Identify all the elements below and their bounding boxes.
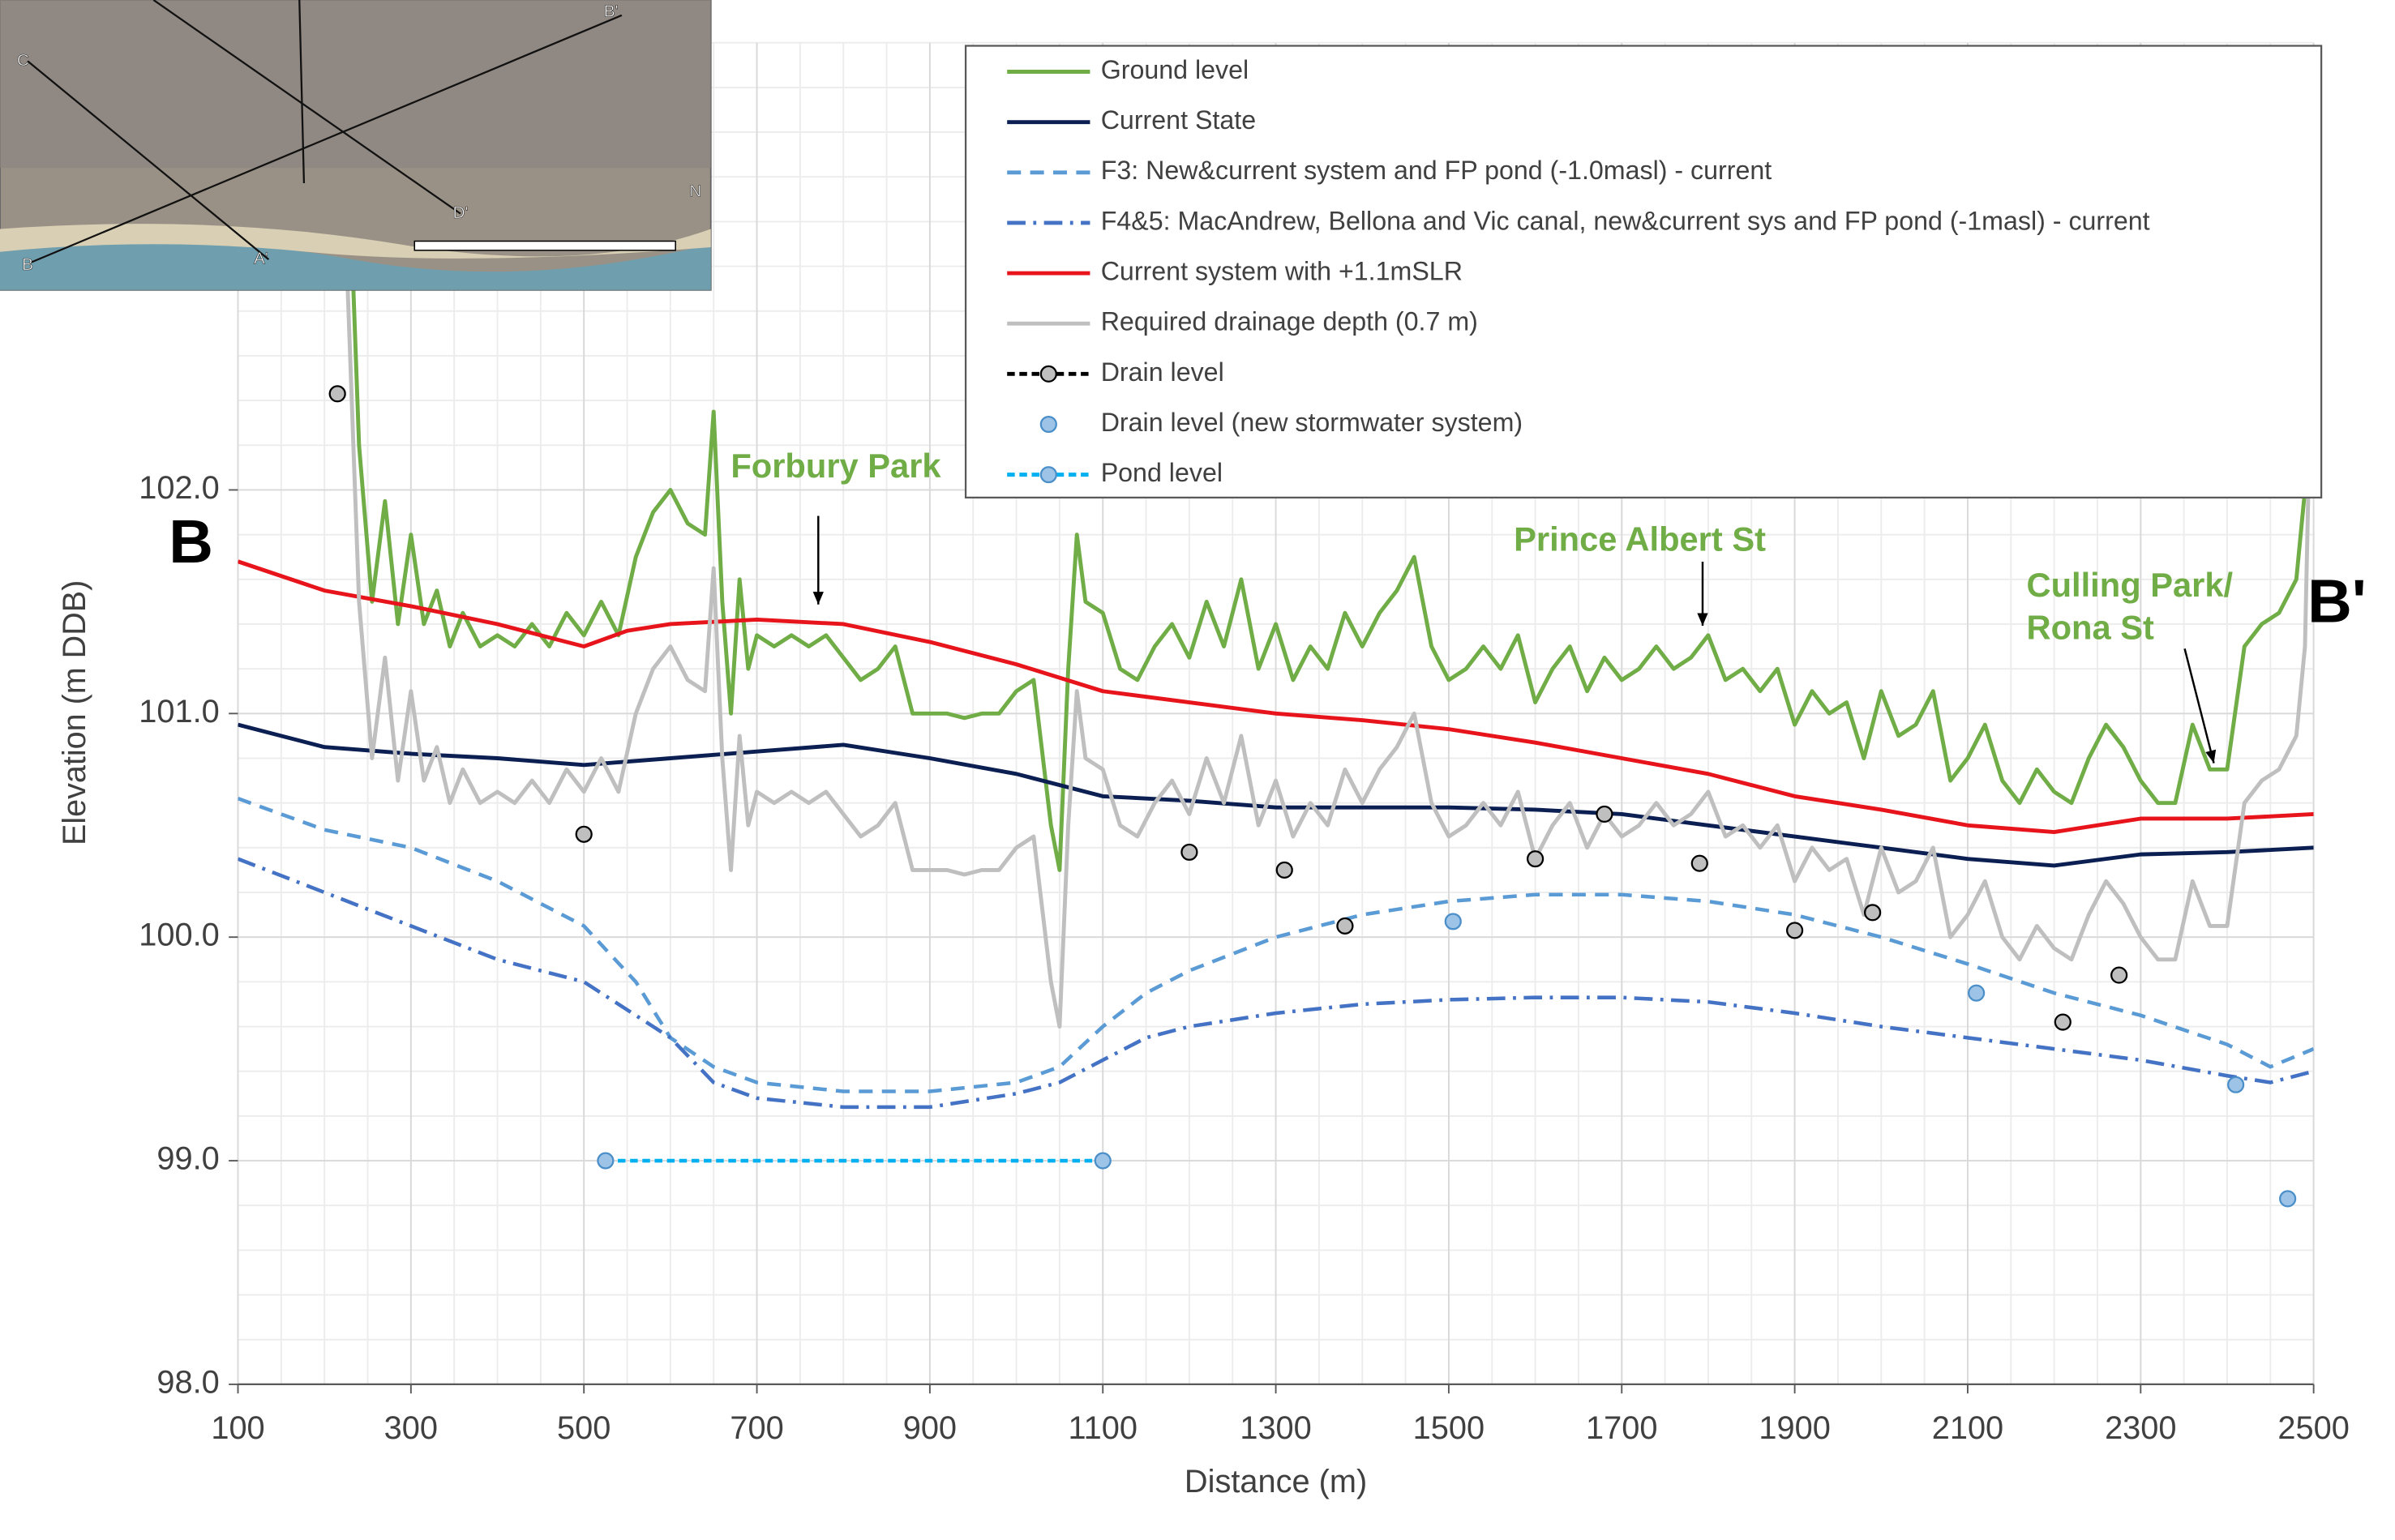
annotation: Forbury Park — [730, 447, 941, 485]
data-point — [1181, 845, 1197, 860]
legend-label: Current system with +1.1mSLR — [1101, 257, 1463, 286]
legend-label: Ground level — [1101, 55, 1249, 84]
data-point — [1095, 1153, 1111, 1169]
legend: Ground level Current State F3: New&current… — [966, 45, 2321, 497]
y-tick-label: 102.0 — [139, 470, 219, 506]
x-tick-label: 2100 — [1932, 1410, 2003, 1446]
y-axis-title: Elevation (m DDB) — [57, 580, 92, 845]
data-point — [1596, 806, 1612, 822]
map-urban — [0, 0, 711, 168]
annotation: B' — [2307, 568, 2367, 636]
x-tick-label: 1300 — [1240, 1410, 1311, 1446]
data-point — [576, 827, 592, 842]
x-tick-label: 1500 — [1413, 1410, 1485, 1446]
map-label: B' — [604, 2, 619, 21]
data-point — [2111, 968, 2127, 983]
data-point — [1446, 913, 1461, 929]
x-tick-label: 2300 — [2105, 1410, 2176, 1446]
annotation: Culling Park/ — [2027, 566, 2234, 604]
annotation: B — [169, 508, 213, 576]
legend-swatch — [1041, 417, 1056, 432]
map-scale-bar — [414, 242, 675, 250]
data-point — [2280, 1191, 2295, 1207]
x-tick-label: 1900 — [1759, 1410, 1830, 1446]
annotation: Prince Albert St — [1514, 520, 1766, 558]
legend-swatch — [1041, 467, 1056, 482]
legend-label: F4&5: MacAndrew, Bellona and Vic canal, … — [1101, 206, 2150, 235]
data-point — [330, 386, 345, 401]
legend-label: Drain level (new stormwater system) — [1101, 408, 1523, 437]
map-label: D' — [453, 203, 469, 222]
x-tick-label: 100 — [211, 1410, 264, 1446]
map-label: A' — [254, 250, 268, 268]
annotation: Rona St — [2027, 609, 2155, 647]
data-point — [1277, 862, 1292, 878]
map-label: B — [22, 255, 33, 274]
legend-label: Required drainage depth (0.7 m) — [1101, 307, 1478, 336]
data-point — [1692, 856, 1707, 871]
legend-label: Pond level — [1101, 458, 1223, 487]
chart: 100 300 500 700 900 1100 1300 1500 1700 1900 2100 2… — [0, 0, 2395, 1540]
data-point — [1527, 851, 1543, 866]
legend-swatch — [1041, 366, 1056, 382]
page: 100 300 500 700 900 1100 1300 1500 1700 1900 2100 2… — [0, 0, 2395, 1540]
x-tick-label: 1700 — [1586, 1410, 1657, 1446]
x-tick-label: 700 — [730, 1410, 783, 1446]
legend-label: Current State — [1101, 105, 1256, 135]
x-tick-label: 1100 — [1068, 1410, 1137, 1446]
inset-map: C B' B A' D' N — [0, 0, 711, 290]
data-point — [1787, 923, 1802, 939]
legend-label: Drain level — [1101, 357, 1224, 387]
map-label: C — [17, 51, 29, 70]
data-point — [1969, 986, 1984, 1001]
data-point — [598, 1153, 613, 1169]
x-tick-label: 300 — [384, 1410, 438, 1446]
legend-label: F3: New&current system and FP pond (-1.0… — [1101, 156, 1772, 185]
x-tick-label: 900 — [903, 1410, 957, 1446]
data-point — [1865, 905, 1880, 920]
x-axis-title: Distance (m) — [1185, 1464, 1367, 1499]
data-point — [2055, 1015, 2071, 1030]
x-tick-label: 500 — [557, 1410, 611, 1446]
data-point — [2228, 1077, 2243, 1093]
x-tick-label: 2500 — [2277, 1410, 2349, 1446]
y-tick-label: 101.0 — [139, 694, 219, 729]
y-tick-label: 99.0 — [156, 1141, 219, 1177]
map-label: N — [689, 182, 701, 201]
y-tick-label: 100.0 — [139, 918, 219, 953]
y-tick-label: 98.0 — [156, 1364, 219, 1400]
data-point — [1337, 918, 1352, 934]
